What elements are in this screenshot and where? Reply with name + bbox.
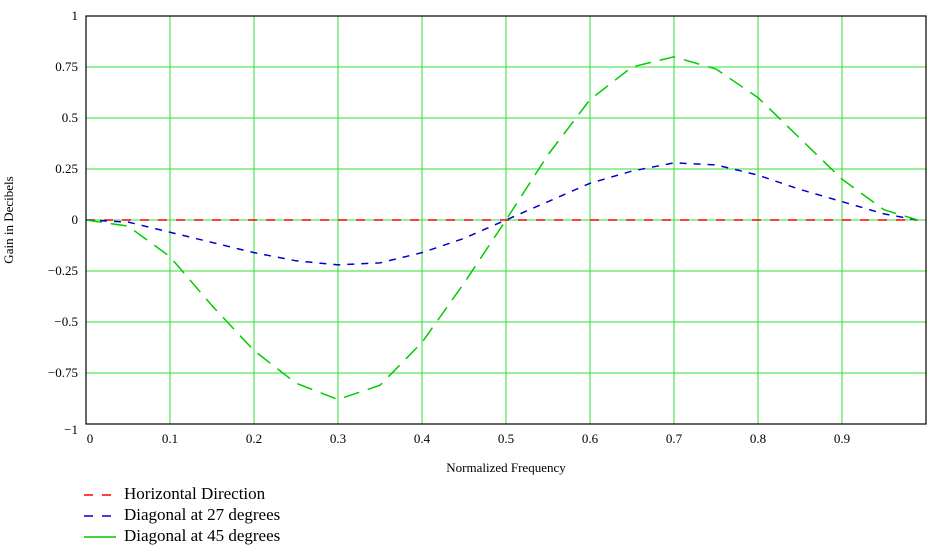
tick-labels: 0 0.1 0.2 0.3 0.4 0.5 0.6 0.7 0.8 0.9 1 0.75 0.5 0.25… bbox=[48, 8, 850, 446]
x-tick-label: 0.4 bbox=[414, 431, 431, 446]
chart: 0 0.1 0.2 0.3 0.4 0.5 0.6 0.7 0.8 0.9 1 0.75 0.5 0.25… bbox=[1, 8, 927, 475]
series-line bbox=[85, 56, 918, 401]
plot-frame bbox=[85, 15, 927, 425]
x-tick-label: 0.2 bbox=[246, 431, 262, 446]
legend-swatch-diagonal-45 bbox=[82, 530, 124, 542]
legend-swatch-horizontal bbox=[82, 488, 124, 500]
x-tick-label: 0.5 bbox=[498, 431, 514, 446]
y-tick-label: −1 bbox=[64, 422, 78, 437]
y-axis-title: Gain in Decibels bbox=[1, 176, 16, 263]
legend-label-horizontal: Horizontal Direction bbox=[124, 483, 266, 503]
y-tick-label: 0.25 bbox=[55, 161, 78, 176]
series-line bbox=[85, 162, 918, 266]
series-layer bbox=[85, 56, 918, 401]
x-tick-label: 0.3 bbox=[330, 431, 346, 446]
x-tick-label: 0 bbox=[87, 431, 94, 446]
y-tick-label: −0.5 bbox=[54, 314, 78, 329]
x-tick-label: 0.6 bbox=[582, 431, 599, 446]
x-axis-title: Normalized Frequency bbox=[446, 460, 566, 475]
y-tick-label: 0 bbox=[72, 212, 79, 227]
legend: Horizontal Direction Diagonal at 27 degr… bbox=[82, 483, 280, 546]
legend-item-diagonal-45: Diagonal at 45 degrees bbox=[82, 525, 280, 546]
legend-swatch-diagonal-27 bbox=[82, 509, 124, 521]
y-tick-label: 1 bbox=[72, 8, 79, 23]
y-tick-label: −0.75 bbox=[48, 365, 78, 380]
legend-label-diagonal-45: Diagonal at 45 degrees bbox=[124, 525, 281, 545]
legend-item-horizontal: Horizontal Direction bbox=[82, 483, 280, 504]
legend-label-diagonal-27: Diagonal at 27 degrees bbox=[124, 504, 281, 524]
x-tick-label: 0.1 bbox=[162, 431, 178, 446]
x-tick-label: 0.7 bbox=[666, 431, 683, 446]
x-tick-label: 0.9 bbox=[834, 431, 850, 446]
y-tick-label: 0.5 bbox=[62, 110, 78, 125]
y-tick-label: −0.25 bbox=[48, 263, 78, 278]
x-tick-label: 0.8 bbox=[750, 431, 766, 446]
y-tick-label: 0.75 bbox=[55, 59, 78, 74]
legend-item-diagonal-27: Diagonal at 27 degrees bbox=[82, 504, 280, 525]
